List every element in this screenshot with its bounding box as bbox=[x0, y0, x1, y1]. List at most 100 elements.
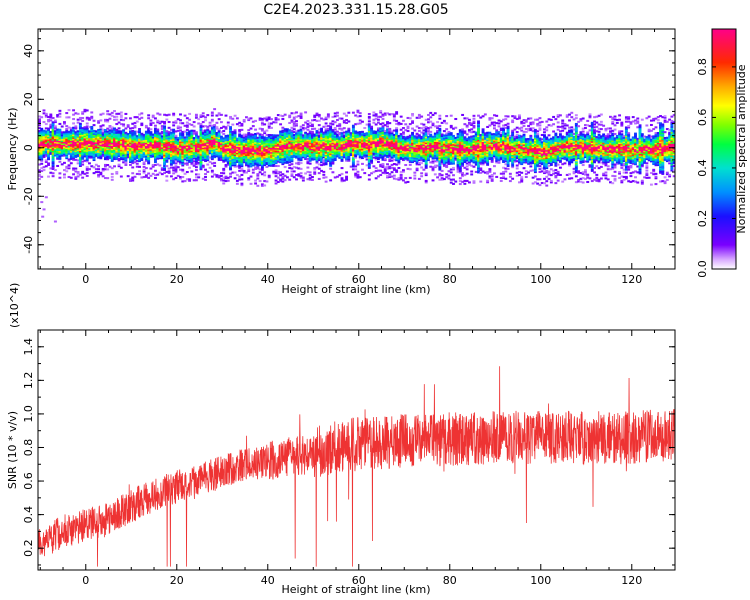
heatmap-cell bbox=[449, 161, 453, 164]
heatmap-cell bbox=[329, 150, 333, 153]
heatmap-cell bbox=[122, 143, 126, 146]
heatmap-cell bbox=[122, 139, 126, 142]
heatmap-cell bbox=[442, 119, 446, 122]
heatmap-cell bbox=[101, 151, 105, 155]
heatmap-cell bbox=[406, 141, 410, 144]
heatmap-cell bbox=[217, 129, 221, 132]
heatmap-cell bbox=[454, 145, 458, 148]
heatmap-cell bbox=[431, 160, 435, 163]
heatmap-cell bbox=[233, 130, 237, 133]
heatmap-cell bbox=[169, 163, 173, 166]
heatmap-cell bbox=[445, 132, 449, 135]
heatmap-cell bbox=[201, 134, 205, 137]
heatmap-cell bbox=[402, 154, 405, 157]
heatmap-cell bbox=[333, 145, 337, 148]
heatmap-cell bbox=[324, 144, 328, 147]
heatmap-cell bbox=[65, 139, 69, 142]
heatmap-cell bbox=[97, 150, 101, 153]
heatmap-cell bbox=[304, 154, 308, 158]
heatmap-cell bbox=[429, 151, 433, 154]
heatmap-cell bbox=[458, 153, 462, 156]
heatmap-cell bbox=[122, 161, 126, 164]
heatmap-cell bbox=[204, 168, 207, 171]
heatmap-cell bbox=[251, 142, 255, 145]
heatmap-cell bbox=[395, 112, 399, 115]
heatmap-cell bbox=[220, 147, 223, 150]
heatmap-cell bbox=[247, 129, 251, 132]
heatmap-cell bbox=[340, 133, 344, 136]
heatmap-cell bbox=[124, 158, 128, 161]
heatmap-cell bbox=[406, 148, 410, 151]
heatmap-cell bbox=[404, 137, 408, 140]
heatmap-cell bbox=[324, 154, 328, 157]
heatmap-cell bbox=[427, 153, 430, 156]
heatmap-cell bbox=[433, 141, 437, 144]
heatmap-cell bbox=[181, 158, 185, 161]
heatmap-cell bbox=[240, 134, 244, 137]
heatmap-cell bbox=[324, 131, 328, 134]
heatmap-cell bbox=[210, 118, 214, 121]
heatmap-cell bbox=[440, 152, 444, 155]
heatmap-cell bbox=[433, 164, 437, 167]
heatmap-cell bbox=[245, 133, 248, 136]
heatmap-cell bbox=[124, 112, 128, 115]
heatmap-cell bbox=[295, 147, 298, 150]
heatmap-cell bbox=[129, 155, 132, 158]
heatmap-cell bbox=[356, 137, 360, 140]
heatmap-cell bbox=[408, 156, 412, 159]
heatmap-cell bbox=[333, 135, 337, 138]
heatmap-cell bbox=[408, 153, 412, 156]
heatmap-cell bbox=[147, 140, 151, 143]
heatmap-cell bbox=[372, 156, 376, 159]
heatmap-cell bbox=[131, 130, 135, 133]
heatmap-cell bbox=[160, 132, 164, 135]
heatmap-cell bbox=[163, 144, 167, 147]
heatmap-cell bbox=[124, 127, 128, 130]
heatmap-cell bbox=[63, 121, 66, 124]
heatmap-cell bbox=[92, 129, 96, 132]
heatmap-cell bbox=[438, 129, 442, 132]
heatmap-cell bbox=[452, 140, 455, 143]
heatmap-cell bbox=[122, 129, 126, 132]
heatmap-cell bbox=[363, 126, 367, 130]
heatmap-cell bbox=[456, 162, 460, 165]
heatmap-cell bbox=[172, 138, 176, 141]
heatmap-cell bbox=[345, 151, 349, 154]
heatmap-cell bbox=[260, 138, 264, 141]
heatmap-cell bbox=[72, 147, 76, 150]
heatmap-cell bbox=[213, 128, 217, 131]
heatmap-cell bbox=[445, 149, 449, 153]
heatmap-cell bbox=[422, 139, 426, 142]
heatmap-cell bbox=[390, 139, 394, 142]
heatmap-cell bbox=[138, 158, 141, 161]
heatmap-cell bbox=[38, 154, 41, 157]
heatmap-cell bbox=[44, 147, 48, 150]
heatmap-cell bbox=[194, 169, 198, 172]
heatmap-cell bbox=[256, 145, 260, 148]
heatmap-cell bbox=[254, 154, 258, 157]
heatmap-cell bbox=[147, 153, 151, 156]
heatmap-cell bbox=[167, 144, 171, 147]
heatmap-cell bbox=[56, 157, 60, 160]
heatmap-cell bbox=[226, 141, 230, 144]
heatmap-cell bbox=[113, 156, 116, 159]
heatmap-cell bbox=[331, 152, 335, 155]
heatmap-cell bbox=[381, 158, 385, 161]
heatmap-cell bbox=[254, 182, 258, 185]
heatmap-cell bbox=[447, 144, 451, 147]
heatmap-cell bbox=[283, 144, 287, 147]
heatmap-cell bbox=[381, 128, 385, 131]
heatmap-cell bbox=[320, 148, 323, 151]
heatmap-cell bbox=[92, 138, 96, 141]
heatmap-cell bbox=[274, 154, 278, 157]
heatmap-cell bbox=[283, 134, 287, 137]
heatmap-cell bbox=[90, 128, 94, 131]
heatmap-cell bbox=[135, 159, 139, 162]
heatmap-cell bbox=[285, 155, 289, 158]
heatmap-cell bbox=[53, 169, 57, 172]
heatmap-cell bbox=[408, 149, 412, 152]
heatmap-cell bbox=[242, 156, 246, 159]
heatmap-cell bbox=[299, 115, 303, 118]
heatmap-cell bbox=[288, 146, 292, 149]
